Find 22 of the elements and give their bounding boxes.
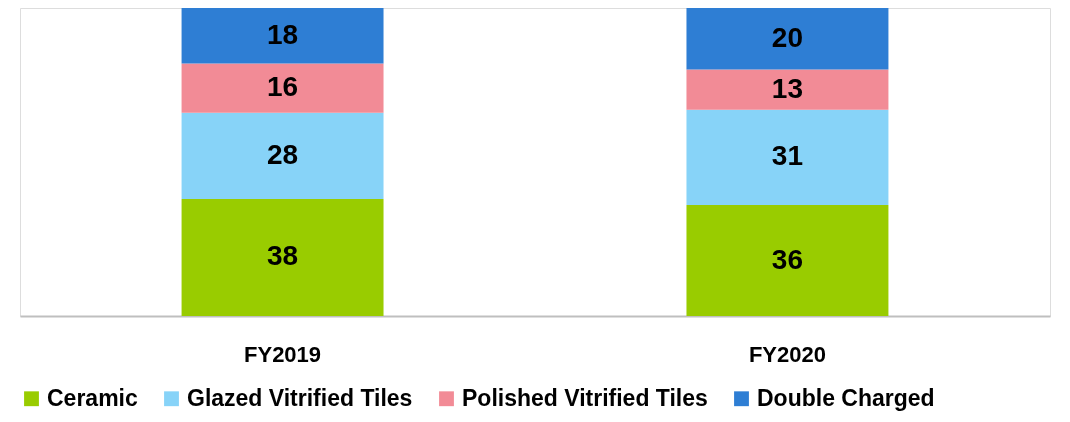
data-label: 31 <box>771 140 804 172</box>
data-label: 28 <box>266 138 299 170</box>
bar <box>181 8 384 64</box>
data-label: 38 <box>266 240 299 272</box>
bar <box>181 112 384 199</box>
bar <box>686 205 889 316</box>
bar <box>686 109 889 206</box>
bar <box>181 198 384 316</box>
x-tick-label: FY2020 <box>748 341 826 367</box>
data-label: 18 <box>266 18 299 50</box>
data-label: 13 <box>771 72 804 104</box>
data-label: 20 <box>771 21 804 53</box>
bar <box>181 63 384 113</box>
bar <box>686 8 889 70</box>
data-label: 16 <box>266 71 299 103</box>
legend-label: Glazed Vitrified Tiles <box>187 384 413 411</box>
x-tick-label: FY2019 <box>244 341 322 367</box>
legend-label: Ceramic <box>47 384 138 411</box>
bar <box>686 69 889 110</box>
data-label: 36 <box>771 243 804 275</box>
legend-label: Double Charged <box>757 384 935 411</box>
legend-label: Polished Vitrified Tiles <box>462 384 708 411</box>
